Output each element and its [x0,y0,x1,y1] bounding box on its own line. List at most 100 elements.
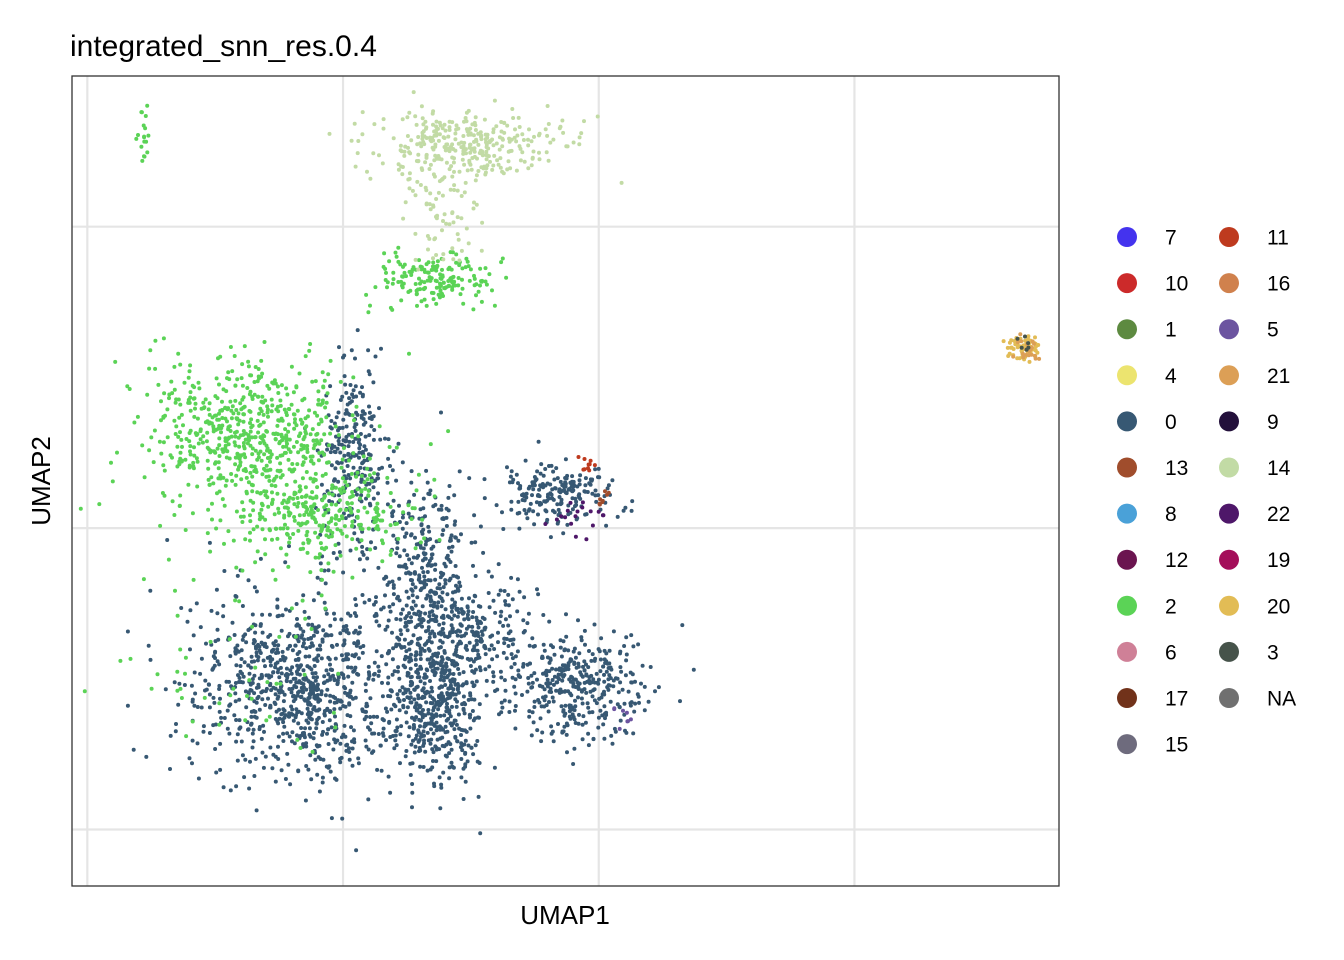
point-cluster-0 [471,599,476,604]
point-cluster-2 [431,260,436,265]
point-cluster-0 [401,663,406,668]
point-cluster-0 [469,745,474,750]
point-cluster-2 [314,494,319,499]
point-cluster-0 [539,462,544,467]
point-cluster-0 [404,571,409,576]
point-cluster-2 [172,513,177,517]
point-cluster-0 [513,708,517,713]
point-cluster-0 [328,384,333,389]
point-cluster-0 [337,345,341,350]
point-cluster-2 [285,531,289,536]
point-cluster-0 [347,757,352,762]
point-cluster-14 [444,221,449,226]
point-cluster-2 [273,484,278,488]
point-cluster-0 [263,689,268,694]
point-cluster-2 [250,452,255,457]
point-cluster-14 [398,143,403,148]
point-cluster-14 [441,219,445,223]
point-cluster-2 [425,270,430,275]
point-cluster-2 [153,338,158,343]
point-cluster-2 [255,418,260,423]
point-cluster-0 [478,524,483,529]
point-cluster-0 [602,689,606,694]
point-cluster-0 [509,499,514,504]
point-cluster-2 [484,282,489,287]
point-cluster-2 [241,405,246,410]
point-cluster-0 [506,644,511,648]
point-cluster-2 [401,281,406,286]
point-cluster-2 [249,425,254,430]
point-cluster-2 [261,420,266,425]
point-cluster-0 [440,684,445,689]
point-cluster-2 [325,525,330,530]
point-cluster-2 [303,354,308,359]
point-cluster-0 [529,673,534,678]
point-cluster-2 [276,510,281,515]
point-cluster-0 [381,718,386,723]
point-cluster-2 [214,376,219,381]
point-cluster-0 [289,704,294,709]
point-cluster-14 [448,187,453,192]
point-cluster-0 [410,588,415,593]
point-cluster-0 [295,663,300,668]
point-cluster-2 [233,455,238,460]
point-cluster-2 [183,655,188,660]
point-cluster-0 [557,689,561,693]
point-cluster-2 [338,528,343,533]
point-cluster-14 [529,163,534,168]
point-cluster-14 [420,116,425,121]
point-cluster-0 [286,634,290,639]
point-cluster-0 [442,650,447,655]
point-cluster-22 [565,508,570,513]
point-cluster-0 [393,738,398,743]
point-cluster-14 [520,132,525,137]
point-cluster-20 [1027,359,1032,364]
point-cluster-0 [365,556,370,561]
point-cluster-2 [324,503,329,508]
point-cluster-0 [235,643,240,648]
point-cluster-0 [387,720,392,725]
point-cluster-0 [558,479,563,484]
point-cluster-2 [359,488,364,493]
point-cluster-0 [383,627,388,632]
point-cluster-0 [512,661,517,666]
point-cluster-2 [350,413,355,418]
point-cluster-0 [487,605,492,610]
point-cluster-0 [411,555,416,560]
point-cluster-0 [421,729,426,734]
point-cluster-0 [358,432,363,436]
point-cluster-14 [449,164,454,169]
point-cluster-2 [261,412,266,417]
point-cluster-0 [484,678,489,683]
point-cluster-0 [425,668,430,673]
point-cluster-2 [307,348,312,353]
point-cluster-0 [241,674,246,679]
legend-swatch-19 [1219,549,1239,570]
point-cluster-0 [428,617,433,622]
point-cluster-2 [196,441,201,446]
point-cluster-0 [412,725,417,730]
point-cluster-0 [572,708,577,713]
point-cluster-0 [473,743,478,748]
point-cluster-14 [371,151,376,156]
point-cluster-2 [214,413,218,418]
point-cluster-0 [563,703,568,708]
point-cluster-0 [594,671,599,676]
point-cluster-0 [254,808,259,813]
point-cluster-2 [205,531,210,536]
point-cluster-0 [622,644,627,648]
point-cluster-0 [296,639,301,644]
point-cluster-0 [577,651,582,656]
point-cluster-2 [302,672,307,677]
point-cluster-0 [279,712,284,717]
point-cluster-0 [437,724,442,729]
point-cluster-14 [431,122,435,127]
point-cluster-22 [590,523,595,528]
point-cluster-20 [1005,345,1010,350]
point-cluster-2 [333,424,338,429]
point-cluster-0 [423,542,428,547]
point-cluster-14 [402,153,407,158]
point-cluster-0 [513,704,518,708]
point-cluster-2 [241,432,246,437]
point-cluster-21 [1011,354,1016,359]
